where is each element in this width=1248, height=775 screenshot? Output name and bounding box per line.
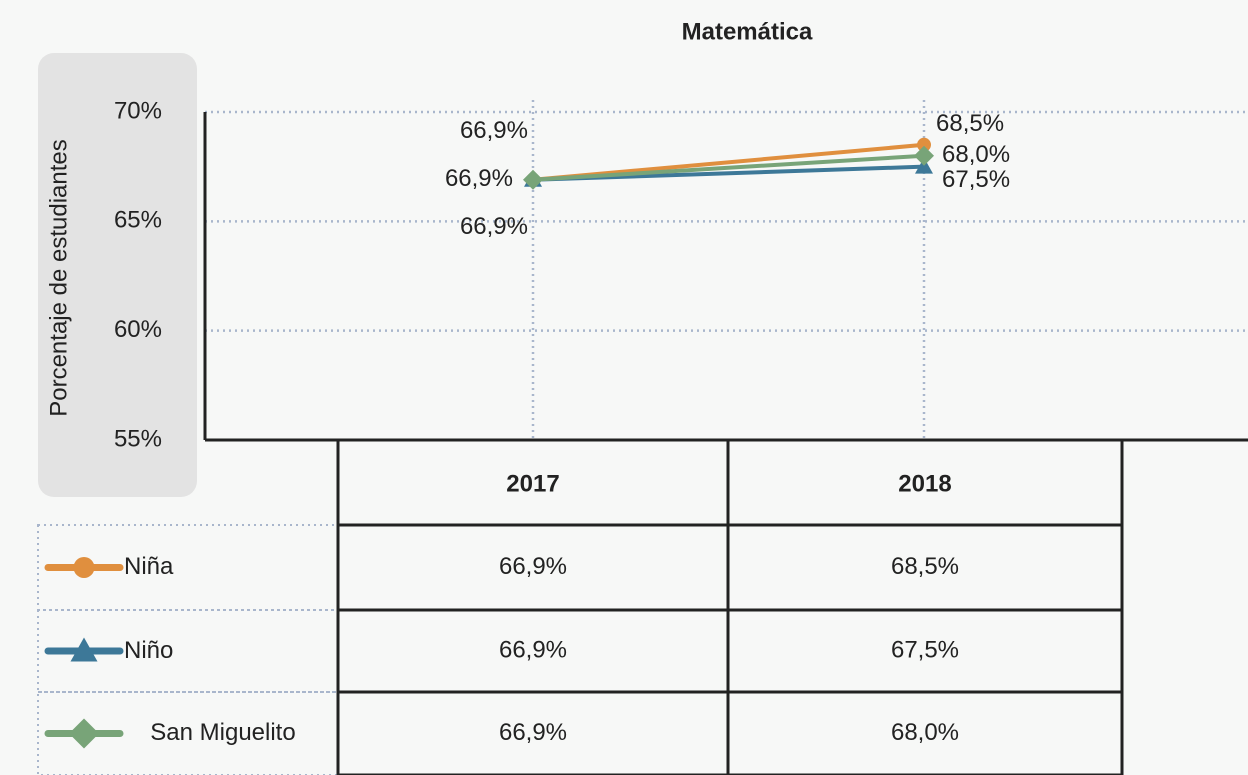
value-label: 66,9% <box>460 117 528 144</box>
y-tick-label: 60% <box>114 316 162 343</box>
marker <box>523 169 543 190</box>
y-tick-label: 70% <box>114 97 162 124</box>
table-value: 66,9% <box>499 553 567 580</box>
table-value: 67,5% <box>891 636 959 663</box>
marker <box>70 637 98 662</box>
legend-row <box>37 609 339 693</box>
y-label-box <box>38 53 197 497</box>
value-label: 66,9% <box>445 165 513 192</box>
value-label: 68,5% <box>936 110 1004 137</box>
y-axis-label: Porcentaje de estudiantes <box>45 139 72 417</box>
y-tick-label: 55% <box>114 425 162 452</box>
marker <box>917 137 931 152</box>
value-label: 68,0% <box>942 141 1010 168</box>
table-header: 2017 <box>506 470 559 497</box>
table-value: 68,0% <box>891 719 959 746</box>
legend-label-box: Niño <box>124 636 174 664</box>
y-tick-label: 65% <box>114 207 162 234</box>
table-value: 68,5% <box>891 553 959 580</box>
series-line <box>532 153 925 182</box>
legend-row <box>37 691 339 775</box>
table-cell <box>726 690 1124 775</box>
legend-label-box: Niña <box>124 553 174 581</box>
value-label: 67,5% <box>942 166 1010 193</box>
table-value: 66,9% <box>499 719 567 746</box>
chart-title: Matemática <box>682 18 813 45</box>
legend-label-box: San Miguelito <box>150 719 296 747</box>
table-header: 2018 <box>898 470 951 497</box>
legend-label: Niño <box>124 636 174 664</box>
marker <box>914 145 934 166</box>
legend-label: San Miguelito <box>150 719 296 747</box>
table-value: 66,9% <box>499 636 567 663</box>
marker <box>69 718 99 749</box>
marker <box>73 557 95 578</box>
legend-label: Niña <box>124 553 174 581</box>
value-label: 66,9% <box>460 213 528 240</box>
